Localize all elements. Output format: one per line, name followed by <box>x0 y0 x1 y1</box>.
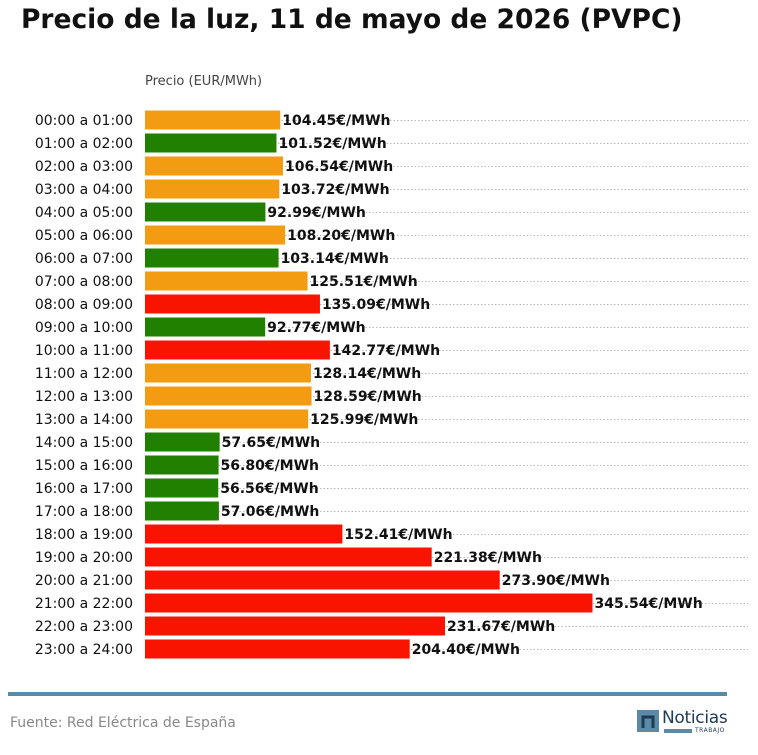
bar <box>145 547 432 567</box>
category-tick-label: 06:00 a 07:00 <box>35 251 133 267</box>
bar <box>145 156 283 176</box>
bar <box>145 110 281 130</box>
data-label: 101.52€/MWh <box>278 136 386 152</box>
bar-chart: 00:00 a 01:00 104.45€/MWh 01:00 a 02:00 101… <box>35 110 748 659</box>
category-tick-label: 05:00 a 06:00 <box>35 228 133 244</box>
bar <box>145 225 286 245</box>
category-tick-label: 08:00 a 09:00 <box>35 297 133 313</box>
category-tick-label: 10:00 a 11:00 <box>35 343 133 359</box>
data-label: 56.80€/MWh <box>221 458 319 474</box>
bar <box>145 386 312 406</box>
bar <box>145 570 500 590</box>
bar <box>145 593 593 613</box>
bar <box>145 294 320 314</box>
category-tick-label: 00:00 a 01:00 <box>35 113 133 129</box>
bar <box>145 478 219 498</box>
logo-mark-icon <box>637 710 659 732</box>
category-tick-label: 14:00 a 15:00 <box>35 435 133 451</box>
bar <box>145 271 308 291</box>
category-tick-label: 15:00 a 16:00 <box>35 458 133 474</box>
data-label: 56.56€/MWh <box>220 481 318 497</box>
data-label: 108.20€/MWh <box>287 228 395 244</box>
data-label: 104.45€/MWh <box>282 113 390 129</box>
category-tick-label: 01:00 a 02:00 <box>35 136 133 152</box>
category-tick-label: 07:00 a 08:00 <box>35 274 133 290</box>
logo-subtitle: TRABAJO <box>695 727 725 734</box>
data-label: 103.72€/MWh <box>281 182 389 198</box>
data-label: 142.77€/MWh <box>332 343 440 359</box>
category-tick-label: 19:00 a 20:00 <box>35 550 133 566</box>
logo-wordmark: Noticias <box>662 708 728 728</box>
footer-rule <box>8 692 727 696</box>
category-tick-label: 04:00 a 05:00 <box>35 205 133 221</box>
bar <box>145 524 343 544</box>
category-tick-label: 23:00 a 24:00 <box>35 642 133 658</box>
category-tick-label: 13:00 a 14:00 <box>35 412 133 428</box>
category-tick-label: 17:00 a 18:00 <box>35 504 133 520</box>
category-tick-label: 21:00 a 22:00 <box>35 596 133 612</box>
data-label: 103.14€/MWh <box>281 251 389 267</box>
data-label: 92.77€/MWh <box>267 320 365 336</box>
category-tick-label: 02:00 a 03:00 <box>35 159 133 175</box>
bar <box>145 363 311 383</box>
category-tick-label: 12:00 a 13:00 <box>35 389 133 405</box>
data-label: 125.99€/MWh <box>310 412 418 428</box>
category-tick-label: 16:00 a 17:00 <box>35 481 133 497</box>
category-tick-label: 20:00 a 21:00 <box>35 573 133 589</box>
data-label: 57.06€/MWh <box>221 504 319 520</box>
brand-logo: Noticias TRABAJO <box>637 708 729 736</box>
bar <box>145 133 277 153</box>
bar <box>145 248 279 268</box>
data-label: 92.99€/MWh <box>267 205 365 221</box>
data-label: 273.90€/MWh <box>502 573 610 589</box>
category-tick-label: 18:00 a 19:00 <box>35 527 133 543</box>
bar <box>145 501 219 521</box>
data-label: 152.41€/MWh <box>344 527 452 543</box>
data-label: 128.14€/MWh <box>313 366 421 382</box>
data-label: 221.38€/MWh <box>434 550 542 566</box>
bar <box>145 432 220 452</box>
bar <box>145 616 446 636</box>
bar <box>145 317 266 337</box>
data-label: 125.51€/MWh <box>310 274 418 290</box>
data-label: 135.09€/MWh <box>322 297 430 313</box>
data-label: 345.54€/MWh <box>595 596 703 612</box>
logo-underline <box>664 729 692 733</box>
data-label: 204.40€/MWh <box>412 642 520 658</box>
category-tick-label: 22:00 a 23:00 <box>35 619 133 635</box>
chart-title: Precio de la luz, 11 de mayo de 2026 (PV… <box>21 4 683 35</box>
bar <box>145 340 330 360</box>
data-label: 128.59€/MWh <box>314 389 422 405</box>
bar <box>145 455 219 475</box>
y-axis-label: Precio (EUR/MWh) <box>145 74 263 89</box>
data-label: 106.54€/MWh <box>285 159 393 175</box>
data-label: 231.67€/MWh <box>447 619 555 635</box>
bar <box>145 202 266 222</box>
category-tick-label: 09:00 a 10:00 <box>35 320 133 336</box>
bar <box>145 639 410 659</box>
source-note: Fuente: Red Eléctrica de España <box>10 715 236 731</box>
category-tick-label: 11:00 a 12:00 <box>35 366 133 382</box>
bar <box>145 409 309 429</box>
data-label: 57.65€/MWh <box>222 435 320 451</box>
bar <box>145 179 280 199</box>
category-tick-label: 03:00 a 04:00 <box>35 182 133 198</box>
